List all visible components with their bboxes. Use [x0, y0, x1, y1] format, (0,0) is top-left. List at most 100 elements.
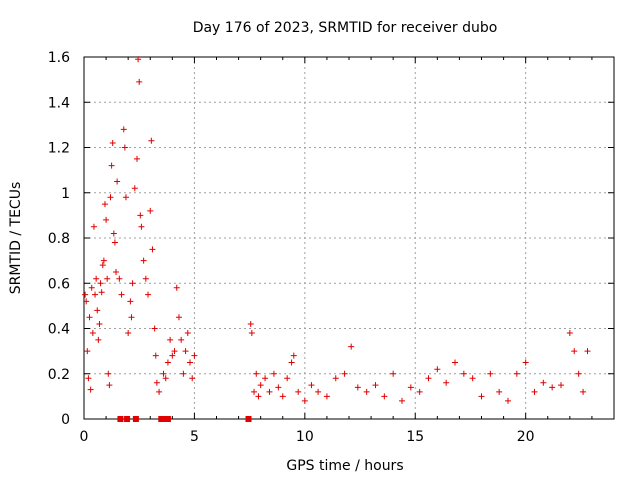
data-point [127, 298, 134, 305]
data-point [82, 291, 89, 298]
y-tick-label: 0.6 [48, 276, 70, 292]
data-point [134, 155, 140, 162]
zero-marker [245, 416, 252, 422]
x-tick-label: 10 [296, 429, 314, 445]
data-point [251, 388, 258, 395]
data-point [122, 194, 129, 201]
data-point [191, 352, 198, 359]
data-point [253, 370, 260, 377]
y-tick-label: 1.4 [48, 95, 70, 111]
data-point [114, 178, 121, 185]
data-point [116, 275, 123, 282]
data-point [443, 379, 450, 386]
data-point [390, 370, 397, 377]
data-point [140, 257, 147, 264]
data-point [184, 330, 191, 337]
data-point [128, 314, 135, 321]
data-point [98, 289, 105, 296]
data-point [125, 330, 132, 337]
y-tick-label: 0 [61, 412, 70, 428]
data-point [399, 397, 405, 404]
data-point [171, 348, 178, 355]
data-point [95, 336, 102, 343]
data-point [425, 375, 432, 382]
data-point [162, 375, 169, 382]
data-point [101, 201, 108, 208]
data-point [323, 393, 330, 400]
data-point [107, 194, 114, 201]
zero-marker [164, 416, 171, 422]
data-point [255, 393, 262, 400]
zero-marker [124, 416, 131, 422]
data-point [173, 284, 180, 291]
data-point [575, 370, 582, 377]
data-point [100, 257, 107, 264]
data-point [118, 291, 125, 298]
data-point [83, 298, 90, 305]
data-point [108, 162, 115, 169]
data-point [121, 144, 128, 151]
data-point [120, 126, 127, 133]
data-point [90, 223, 97, 230]
x-axis-label: GPS time / hours [286, 458, 403, 474]
data-point [149, 246, 156, 253]
data-point [580, 388, 587, 395]
data-point [363, 388, 370, 395]
data-point [104, 275, 111, 282]
data-point [160, 370, 167, 377]
data-point [284, 375, 291, 382]
data-point [106, 382, 113, 389]
y-axis-label: SRMTID / TECUs [8, 182, 24, 295]
y-tick-label: 1.2 [48, 141, 70, 157]
y-tick-labels: 0 0.2 0.4 0.6 0.8 1 1.2 1.4 1.6 [48, 50, 70, 428]
data-point [434, 366, 441, 373]
data-point [308, 382, 315, 389]
data-point [522, 359, 529, 366]
data-point [110, 230, 117, 237]
data-point [416, 388, 423, 395]
data-point [87, 386, 94, 393]
data-point [247, 320, 254, 327]
data-point [348, 343, 355, 350]
data-point [478, 393, 485, 400]
data-point [248, 330, 255, 337]
data-point [270, 370, 277, 377]
data-point [469, 375, 476, 382]
data-point [266, 388, 273, 395]
data-point [88, 284, 95, 291]
data-point [89, 330, 96, 337]
data-point [549, 384, 556, 391]
data-point [142, 275, 149, 282]
x-tick-labels: 0 5 10 15 20 [80, 429, 535, 445]
data-point [152, 352, 159, 359]
data-point [407, 384, 414, 391]
data-point [169, 352, 176, 359]
data-point [295, 388, 302, 395]
data-point [153, 379, 160, 386]
data-point [301, 397, 308, 404]
y-tick-label: 0.8 [48, 231, 70, 247]
data-point [113, 268, 120, 275]
x-tick-label: 15 [406, 429, 424, 445]
data-point [151, 325, 158, 332]
data-point [182, 348, 189, 355]
data-point [129, 280, 136, 287]
chart-title: Day 176 of 2023, SRMTID for receiver dub… [193, 20, 498, 36]
data-point [460, 370, 467, 377]
data-point [558, 382, 564, 389]
data-point [137, 212, 144, 219]
data-point [452, 359, 458, 366]
data-point [566, 330, 573, 337]
data-point [148, 137, 155, 144]
data-point [92, 291, 99, 298]
data-point [540, 379, 547, 386]
data-point [164, 359, 171, 366]
data-point [84, 348, 91, 355]
x-tick-label: 0 [80, 429, 89, 445]
data-point [288, 359, 295, 366]
data-point [275, 384, 282, 391]
data-point [178, 336, 185, 343]
data-point [496, 388, 503, 395]
data-point [341, 370, 348, 377]
